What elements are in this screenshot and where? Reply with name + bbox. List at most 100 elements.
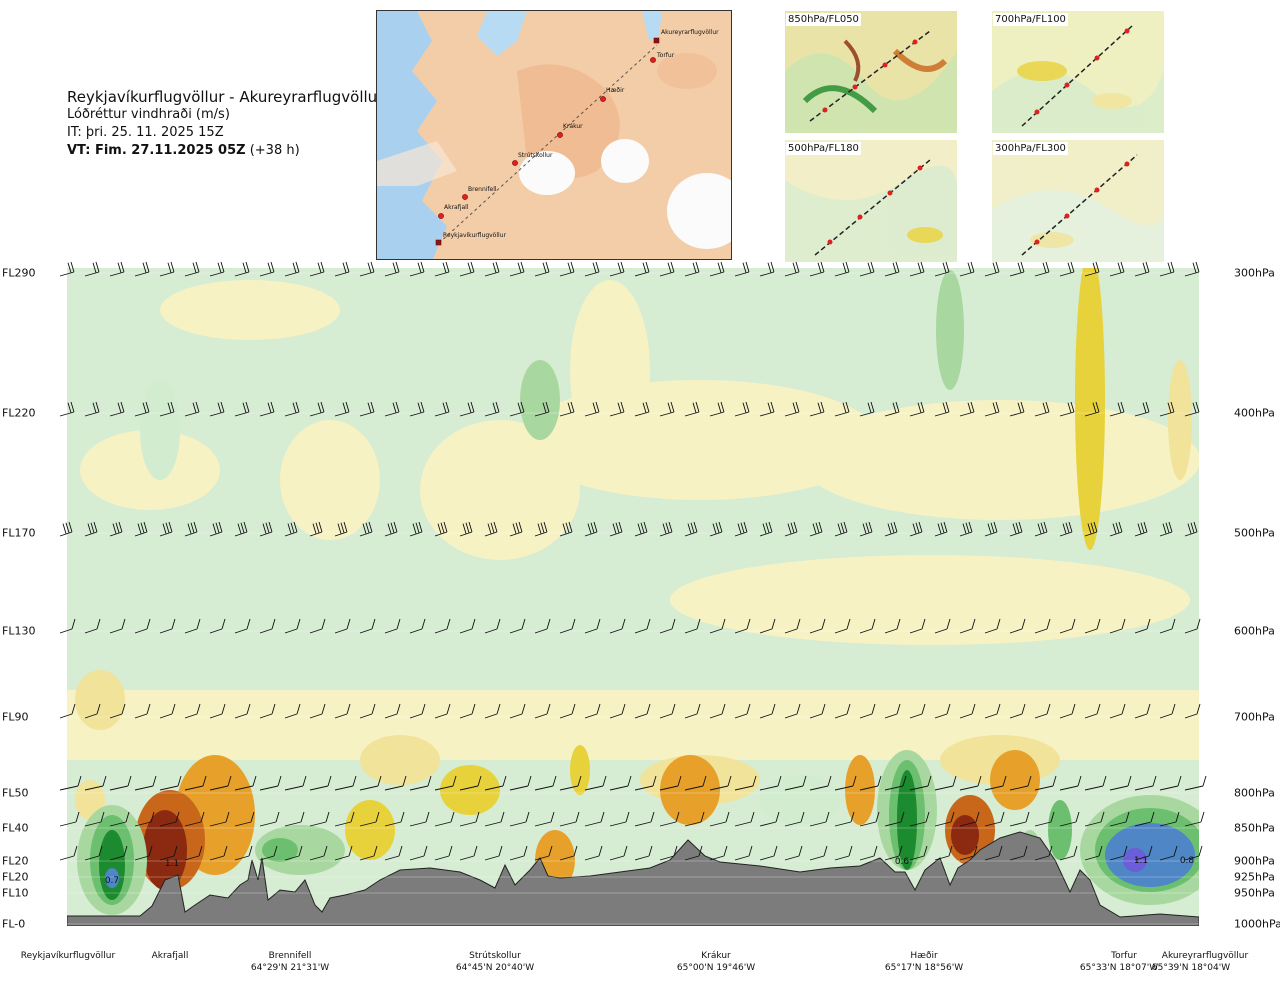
- barb-shaft: [584, 713, 598, 719]
- barb-flag: [270, 401, 275, 413]
- flight-level-label: FL90: [2, 710, 29, 724]
- barb-flag: [146, 703, 151, 715]
- barb-shaft: [934, 271, 950, 277]
- barb-flag: [445, 401, 450, 413]
- wind-barb: [209, 401, 225, 417]
- wind-barb: [934, 261, 950, 277]
- barb-shaft: [834, 531, 848, 537]
- barb-flag: [620, 261, 625, 273]
- barb-shaft: [509, 855, 525, 861]
- location-coord: 65°17'N 18°56'W: [884, 963, 964, 973]
- wind-barb: [534, 845, 553, 861]
- barb-flag: [496, 703, 501, 715]
- barb-shaft: [234, 855, 250, 861]
- wind-barb: [334, 775, 357, 791]
- barb-shaft: [1059, 271, 1075, 277]
- wind-barb: [184, 261, 200, 277]
- barb-shaft: [809, 855, 825, 861]
- flight-level-label: FL10: [2, 886, 29, 900]
- wind-barb: [984, 811, 1005, 827]
- wind-barb: [309, 401, 325, 417]
- barb-flag: [437, 523, 442, 534]
- barb-shaft: [684, 785, 704, 791]
- barb-flag: [150, 811, 155, 823]
- barb-flag: [196, 618, 201, 630]
- wind-barb: [909, 618, 926, 634]
- field-contour: [143, 810, 187, 890]
- flight-level-label: FL-0: [2, 917, 26, 931]
- barb-flag: [171, 618, 176, 630]
- barb-flag: [367, 402, 372, 413]
- barb-flag: [342, 402, 347, 413]
- pressure-level-label: 700hPa: [1234, 710, 1275, 724]
- barb-flag: [517, 262, 522, 273]
- barb-shaft: [159, 855, 175, 861]
- map-point-label: Akureyrarflugvöllur: [661, 29, 719, 36]
- barb-flag: [977, 775, 982, 787]
- pressure-level-label: 400hPa: [1234, 406, 1275, 420]
- map-point-label: Hæðir: [606, 87, 625, 94]
- field-contour: [1075, 268, 1105, 550]
- wind-barb: [959, 811, 980, 827]
- barb-flag: [95, 261, 100, 273]
- barb-shaft: [1009, 855, 1025, 861]
- wind-barb: [734, 811, 755, 827]
- wind-barb: [234, 261, 250, 277]
- barb-shaft: [184, 821, 202, 827]
- barb-shaft: [784, 531, 798, 537]
- barb-shaft: [1009, 628, 1023, 634]
- barb-flag: [742, 402, 747, 413]
- barb-flag: [1025, 811, 1030, 823]
- wind-barb: [459, 811, 480, 827]
- barb-shaft: [659, 821, 677, 827]
- wind-barb: [159, 521, 173, 537]
- barb-shaft: [684, 531, 698, 537]
- wind-barb: [209, 261, 225, 277]
- wind-barb: [809, 521, 823, 537]
- barb-flag: [696, 703, 701, 715]
- barb-flag: [1017, 402, 1022, 413]
- barb-shaft: [384, 531, 398, 537]
- barb-shaft: [234, 785, 254, 791]
- barb-shaft: [159, 713, 173, 719]
- wind-barb: [659, 703, 676, 719]
- wind-barb: [384, 775, 407, 791]
- wind-barb: [284, 845, 303, 861]
- wind-barb: [984, 775, 1007, 791]
- barb-flag: [68, 521, 73, 533]
- pressure-level-label: 600hPa: [1234, 624, 1275, 638]
- barb-flag: [73, 845, 78, 857]
- wind-barb: [1109, 703, 1126, 719]
- barb-flag: [137, 523, 142, 534]
- barb-flag: [396, 618, 401, 630]
- barb-shaft: [1159, 713, 1173, 719]
- barb-shaft: [809, 271, 825, 277]
- barb-shaft: [509, 628, 523, 634]
- barb-shaft: [634, 855, 650, 861]
- barb-shaft: [434, 713, 448, 719]
- barb-flag: [602, 775, 607, 787]
- barb-flag: [477, 775, 482, 787]
- barb-shaft: [184, 713, 198, 719]
- barb-shaft: [584, 628, 598, 634]
- barb-flag: [695, 401, 700, 413]
- barb-flag: [877, 775, 882, 787]
- barb-flag: [892, 402, 897, 413]
- barb-shaft: [459, 855, 475, 861]
- barb-flag: [812, 523, 817, 534]
- barb-shaft: [584, 785, 604, 791]
- barb-shaft: [59, 271, 75, 277]
- barb-shaft: [534, 411, 550, 417]
- field-contour: [760, 775, 840, 825]
- barb-shaft: [234, 713, 248, 719]
- wind-barb: [309, 618, 326, 634]
- barb-flag: [1062, 523, 1067, 534]
- barb-flag: [673, 845, 678, 857]
- barb-flag: [723, 845, 728, 857]
- wind-barb: [1084, 401, 1100, 417]
- variable-title: Lóðréttur vindhraði (m/s): [67, 107, 230, 122]
- barb-shaft: [84, 628, 98, 634]
- barb-flag: [967, 402, 972, 413]
- barb-flag: [1073, 845, 1078, 857]
- barb-flag: [1048, 845, 1053, 857]
